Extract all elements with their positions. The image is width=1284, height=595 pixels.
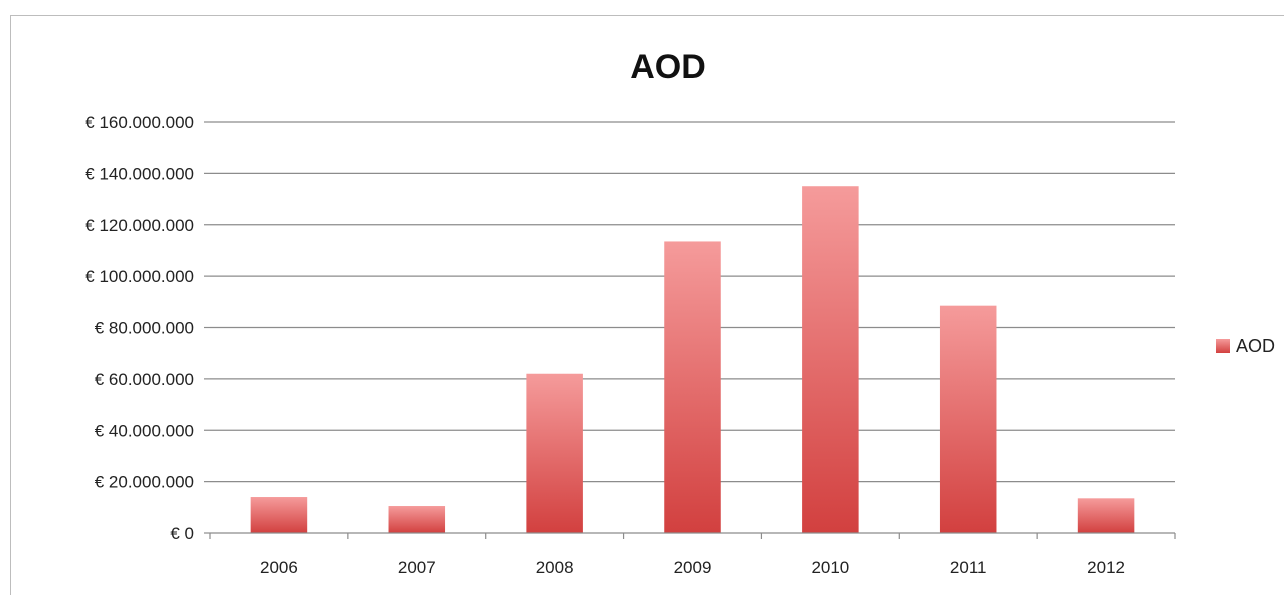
x-tick-label: 2006 — [260, 558, 298, 577]
y-tick-label: € 140.000.000 — [85, 164, 194, 183]
y-tick-label: € 40.000.000 — [95, 421, 194, 440]
y-tick-label: € 80.000.000 — [95, 319, 194, 338]
chart-frame — [10, 15, 1284, 595]
bar-2012 — [1077, 498, 1135, 533]
x-tick-label: 2009 — [674, 558, 712, 577]
y-tick-label: € 160.000.000 — [85, 113, 194, 132]
legend-label: AOD — [1236, 336, 1275, 356]
bar-2008 — [526, 373, 583, 533]
x-tick-label: 2011 — [950, 558, 987, 577]
bar-2007 — [388, 506, 446, 533]
bar-2011 — [939, 305, 997, 533]
bar-2009 — [664, 241, 721, 533]
y-axis-tick-labels: € 0 € 20.000.000 € 40.000.000 € 60.000.000 €… — [85, 113, 194, 543]
y-tick-label: € 0 — [170, 524, 194, 543]
x-tick-label: 2007 — [398, 558, 436, 577]
x-tick-label: 2008 — [536, 558, 574, 577]
y-tick-label: € 20.000.000 — [95, 473, 194, 492]
legend-swatch — [1216, 339, 1230, 353]
bar-2006 — [250, 497, 308, 533]
bars — [250, 186, 1135, 533]
x-tick-label: 2010 — [811, 558, 849, 577]
bar-2010 — [802, 186, 859, 533]
y-tick-label: € 100.000.000 — [85, 267, 194, 286]
y-tick-label: € 120.000.000 — [85, 216, 194, 235]
x-axis-tick-labels: 2006 2007 2008 2009 2010 2011 2012 — [209, 533, 1176, 577]
chart-title: AOD — [630, 48, 706, 86]
y-tick-label: € 60.000.000 — [95, 370, 194, 389]
x-tick-label: 2012 — [1087, 558, 1125, 577]
legend: AOD — [1216, 336, 1275, 356]
